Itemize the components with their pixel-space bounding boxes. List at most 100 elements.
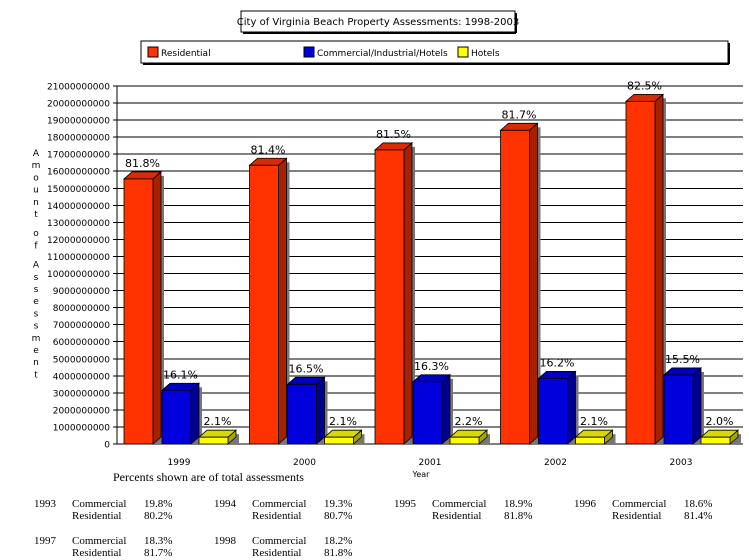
- y-tick-label: 0: [104, 441, 110, 451]
- bar-side: [441, 373, 451, 445]
- bar-side: [567, 370, 576, 445]
- y-tick-label: 3000000000: [53, 389, 111, 399]
- history-commercial-value: 18.3%: [144, 535, 173, 547]
- x-tick-label: 2002: [544, 458, 567, 468]
- legend-swatch-0: [147, 46, 159, 58]
- y-tick-label: 5000000000: [53, 355, 111, 365]
- y-tick-label: 20000000000: [47, 100, 110, 110]
- y-tick-label: 16000000000: [47, 168, 110, 178]
- bar-label: 2.1%: [329, 415, 357, 428]
- history-residential-value: 81.8%: [504, 510, 533, 522]
- history-residential-label: Residential: [252, 510, 302, 522]
- history-commercial-value: 18.6%: [684, 498, 713, 510]
- legend-swatch-1: [303, 46, 315, 58]
- x-tick-label: 2001: [419, 458, 442, 468]
- bar-2001-1: [412, 381, 443, 445]
- history-residential-value: 81.8%: [324, 547, 353, 559]
- history-commercial-label: Commercial: [72, 498, 127, 510]
- y-tick-label: 19000000000: [47, 117, 110, 127]
- bar-label: 81.4%: [251, 143, 286, 156]
- bar-label: 81.5%: [376, 128, 411, 141]
- history-commercial-value: 19.3%: [324, 498, 353, 510]
- y-tick-label: 7000000000: [53, 321, 111, 331]
- bar-label: 82.5%: [627, 79, 662, 92]
- history-residential-value: 81.4%: [684, 510, 713, 522]
- y-tick-label: 6000000000: [53, 338, 111, 348]
- legend-swatch-2: [457, 46, 469, 58]
- y-tick-label: 21000000000: [47, 83, 110, 93]
- history-commercial-label: Commercial: [432, 498, 487, 510]
- history-commercial-label: Commercial: [612, 498, 667, 510]
- x-axis-label: Year: [412, 470, 431, 479]
- legend-label-1: Commercial/Industrial/Hotels: [317, 49, 448, 59]
- history-year: 1998: [214, 535, 236, 547]
- history-commercial-value: 18.9%: [504, 498, 533, 510]
- y-tick-label: 18000000000: [47, 134, 110, 144]
- history-year: 1995: [394, 498, 416, 510]
- bar-side: [278, 157, 287, 445]
- y-tick-label: 10000000000: [47, 270, 110, 280]
- bar-side: [190, 382, 200, 445]
- bar-2000-1: [287, 383, 317, 445]
- bar-label: 16.5%: [289, 362, 324, 375]
- bar-side: [654, 93, 664, 445]
- y-tick-label: 4000000000: [53, 372, 111, 382]
- history-residential-label: Residential: [612, 510, 662, 522]
- x-tick-label: 2000: [293, 458, 316, 468]
- bar-2001-0: [374, 149, 405, 445]
- bar-side: [403, 142, 413, 445]
- x-tick-label: 2003: [670, 458, 693, 468]
- history-commercial-label: Commercial: [72, 535, 127, 547]
- bar-label: 2.2%: [455, 415, 483, 428]
- bar-2002-0: [500, 129, 530, 445]
- legend-label-2: Hotels: [471, 49, 500, 59]
- bar-label: 2.1%: [580, 415, 608, 428]
- bar-2000-2: [324, 436, 354, 445]
- history-residential-label: Residential: [252, 547, 302, 559]
- y-tick-label: 2000000000: [53, 406, 111, 416]
- bar-2003-1: [663, 374, 694, 445]
- history-residential-value: 80.7%: [324, 510, 353, 522]
- chart-title: City of Virginia Beach Property Assessme…: [237, 17, 519, 28]
- y-tick-label: 9000000000: [53, 287, 111, 297]
- bar-label: 2.1%: [204, 415, 232, 428]
- percent-note: Percents shown are of total assessments: [113, 470, 304, 484]
- y-tick-label: 17000000000: [47, 151, 110, 161]
- bar-side: [152, 171, 162, 445]
- bar-1999-2: [198, 436, 229, 445]
- bar-label: 81.8%: [125, 157, 160, 170]
- y-tick-label: 1000000000: [53, 423, 111, 433]
- bar-label: 16.3%: [414, 360, 449, 373]
- bar-2003-2: [700, 436, 731, 445]
- bar-label: 16.2%: [540, 356, 575, 369]
- y-tick-label: 8000000000: [53, 304, 111, 314]
- bar-2001-2: [449, 436, 480, 445]
- bar-label: 15.5%: [665, 353, 700, 366]
- x-tick-label: 1999: [168, 458, 191, 468]
- bar-2003-0: [625, 100, 656, 445]
- bar-label: 81.7%: [502, 108, 537, 121]
- history-residential-label: Residential: [432, 510, 482, 522]
- bar-label: 2.0%: [706, 415, 734, 428]
- y-tick-label: 12000000000: [47, 236, 110, 246]
- y-tick-label: 13000000000: [47, 219, 110, 229]
- history-residential-value: 80.2%: [144, 510, 173, 522]
- y-tick-label: 15000000000: [47, 185, 110, 195]
- history-year: 1994: [214, 498, 236, 510]
- bar-2002-2: [575, 436, 605, 445]
- history-commercial-value: 19.8%: [144, 498, 173, 510]
- history-residential-label: Residential: [72, 547, 122, 559]
- history-commercial-label: Commercial: [252, 498, 307, 510]
- bar-1999-1: [161, 389, 192, 445]
- history-residential-label: Residential: [72, 510, 122, 522]
- bar-side: [692, 367, 702, 445]
- history-commercial-label: Commercial: [252, 535, 307, 547]
- bar-2000-0: [249, 164, 279, 445]
- bar-label: 16.1%: [163, 368, 198, 381]
- y-tick-label: 11000000000: [47, 253, 110, 263]
- history-residential-value: 81.7%: [144, 547, 173, 559]
- bar-2002-1: [538, 377, 568, 445]
- history-commercial-value: 18.2%: [324, 535, 353, 547]
